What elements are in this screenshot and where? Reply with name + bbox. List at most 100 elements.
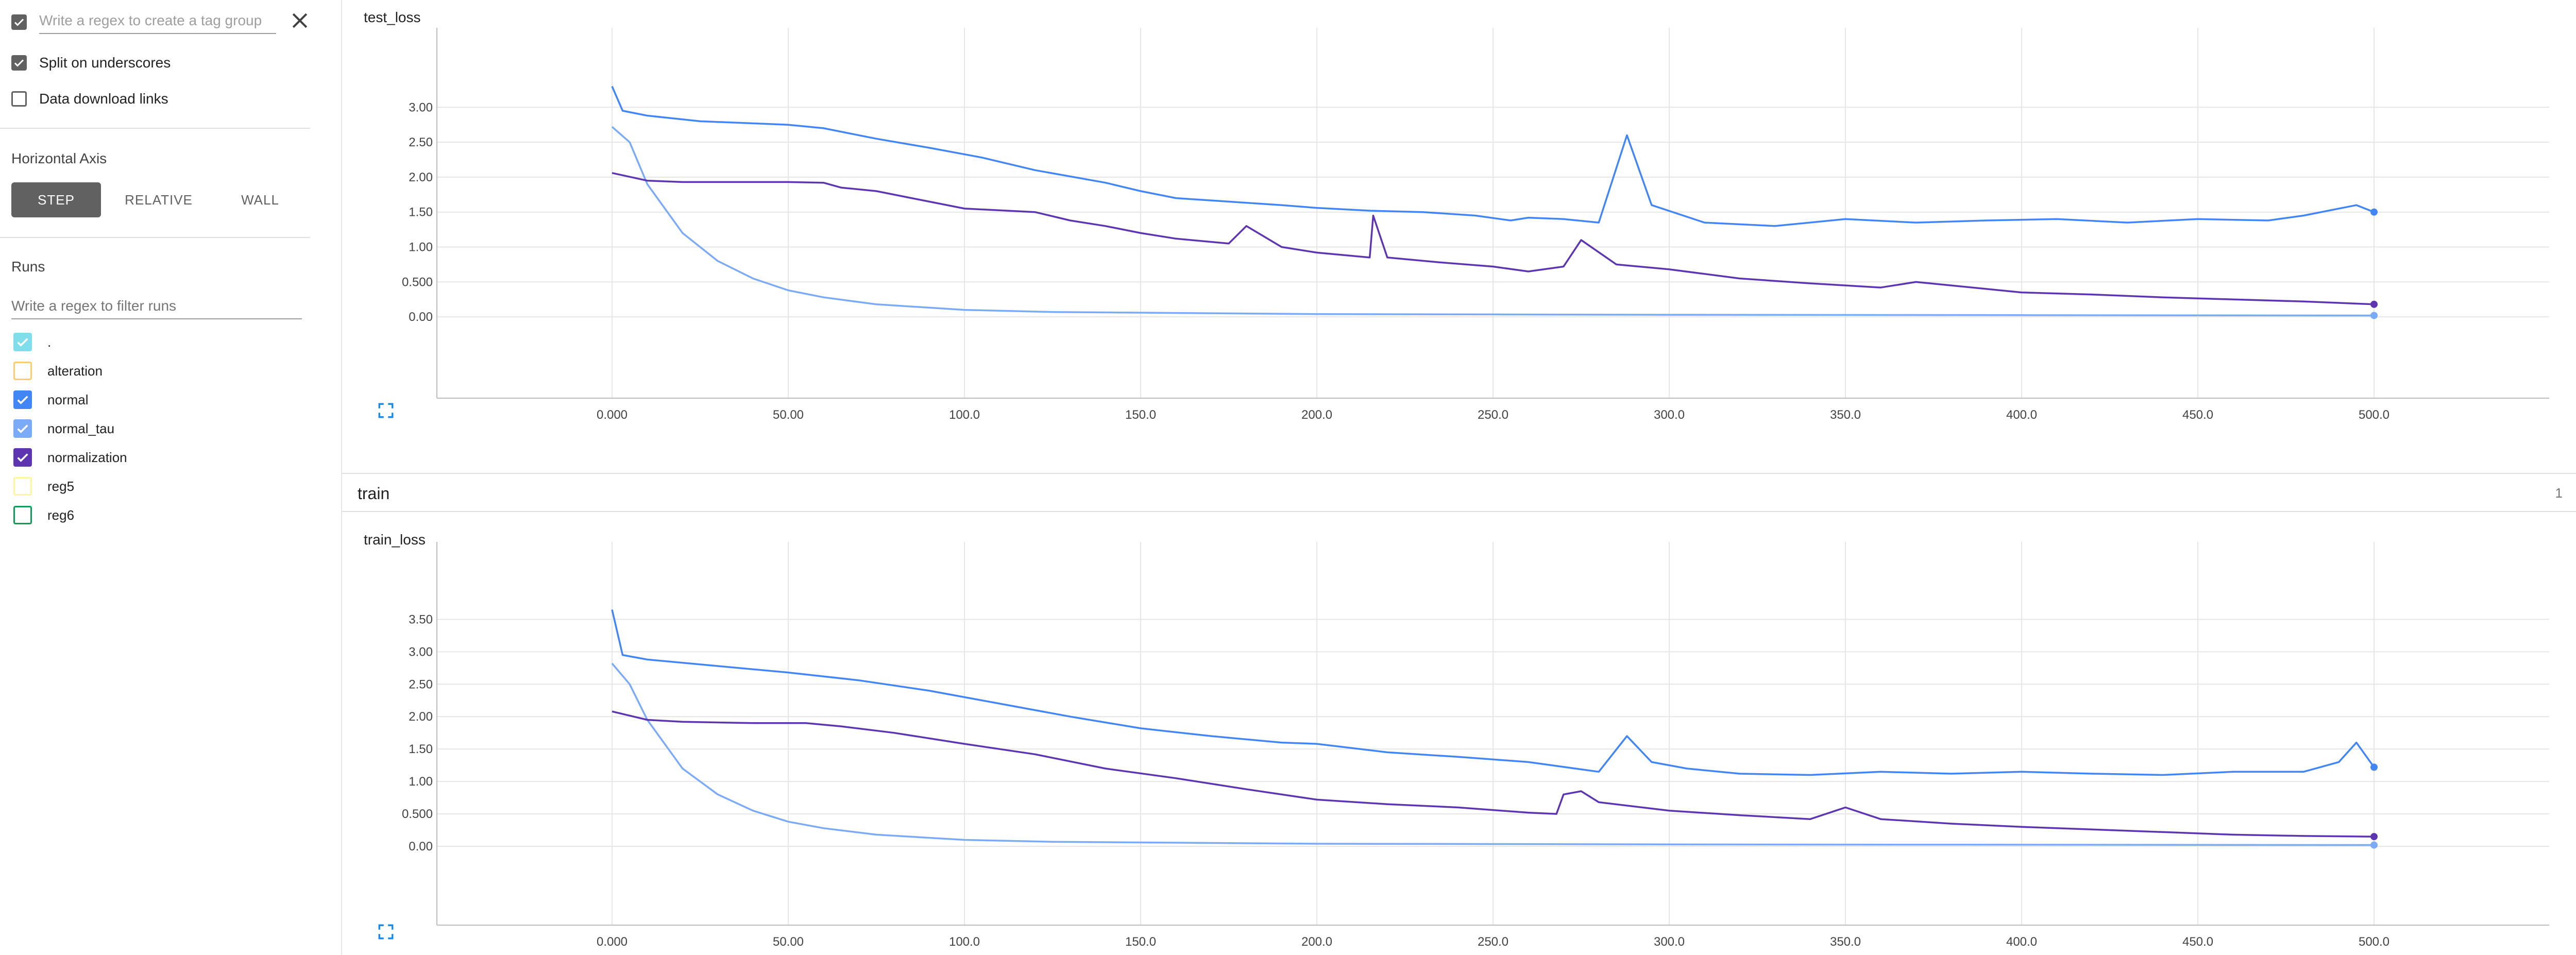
run-label: reg5 [47, 478, 75, 494]
y-tick-label: 3.50 [409, 612, 433, 626]
divider [0, 128, 310, 129]
axis-relative-button[interactable]: RELATIVE [125, 192, 193, 208]
run-item[interactable]: . [13, 333, 51, 351]
run-checkbox[interactable] [13, 506, 32, 524]
check-icon [17, 424, 28, 433]
download-links-checkbox[interactable] [11, 91, 27, 107]
group-header-train[interactable]: train 1 [342, 473, 2576, 512]
run-item[interactable]: normal [13, 390, 88, 409]
divider [0, 237, 310, 238]
x-tick-label: 0.000 [597, 408, 628, 422]
x-tick-label: 250.0 [1478, 408, 1509, 422]
series-line-1 [611, 126, 2375, 317]
x-tick-label: 100.0 [949, 935, 980, 949]
sidebar: Split on underscores Data download links… [0, 0, 342, 955]
y-tick-label: 2.00 [409, 170, 433, 184]
run-item[interactable]: normal_tau [13, 419, 114, 438]
run-checkbox[interactable] [13, 333, 32, 351]
y-tick-label: 0.00 [409, 840, 433, 854]
runs-filter-input[interactable] [11, 296, 302, 319]
expand-icon[interactable] [377, 402, 395, 419]
horizontal-axis-title: Horizontal Axis [11, 150, 107, 166]
split-underscores-checkbox[interactable] [11, 55, 27, 71]
y-tick-label: 3.00 [409, 645, 433, 659]
series-line-0 [611, 609, 2375, 776]
chart-title: train_loss [364, 532, 426, 548]
check-icon [17, 338, 28, 347]
y-tick-label: 0.500 [402, 275, 433, 289]
y-tick-label: 1.00 [409, 775, 433, 789]
run-label: . [47, 334, 52, 350]
group-count: 1 [2555, 485, 2563, 501]
train-loss-chart[interactable]: 0.00 0.500 1.00 1.50 2.00 2.50 3.00 3.50 0.000 50… [342, 542, 2576, 955]
runs-title: Runs [11, 259, 45, 275]
x-tick-label: 250.0 [1478, 935, 1509, 949]
check-icon [17, 453, 28, 462]
y-tick-label: 2.00 [409, 710, 433, 724]
chart-card-train-loss: train_loss 0.00 0.500 1.00 1.50 2.00 2.50 3.00… [342, 515, 2576, 955]
series-endpoint-1 [2370, 312, 2378, 319]
series-endpoint-1 [2370, 841, 2378, 849]
x-tick-label: 100.0 [949, 408, 980, 422]
run-checkbox[interactable] [13, 448, 32, 467]
run-item[interactable]: normalization [13, 448, 127, 467]
check-icon [17, 396, 28, 404]
main-content: test_loss 0.00 0.500 1.00 1.50 2.00 2.50 3.00 0… [342, 0, 2576, 955]
axis-wall-button[interactable]: WALL [241, 192, 279, 208]
x-tick-label: 200.0 [1301, 408, 1332, 422]
split-underscores-label: Split on underscores [39, 55, 171, 71]
run-checkbox[interactable] [13, 477, 32, 496]
run-label: alteration [47, 363, 103, 379]
x-tick-label: 450.0 [2182, 935, 2213, 949]
x-tick-label: 500.0 [2359, 408, 2389, 422]
x-tick-label: 300.0 [1654, 935, 1685, 949]
y-tick-label: 3.00 [409, 100, 433, 114]
y-tick-label: 0.00 [409, 310, 433, 324]
x-tick-label: 50.00 [773, 935, 804, 949]
series-endpoint-0 [2370, 208, 2378, 216]
split-underscores-row[interactable]: Split on underscores [11, 55, 171, 71]
y-tick-label: 1.50 [409, 206, 433, 219]
y-tick-label: 1.50 [409, 742, 433, 756]
tag-group-checkbox[interactable] [11, 14, 27, 30]
series-line-2 [612, 710, 2375, 838]
y-tick-label: 2.50 [409, 677, 433, 691]
x-tick-label: 150.0 [1125, 935, 1156, 949]
series-endpoint-2 [2370, 300, 2378, 308]
axis-step-button[interactable]: STEP [11, 182, 101, 217]
series-endpoint-2 [2370, 833, 2378, 841]
run-checkbox[interactable] [13, 390, 32, 409]
y-tick-label: 0.500 [402, 807, 433, 821]
run-label: normal [47, 391, 89, 407]
x-tick-label: 500.0 [2359, 935, 2389, 949]
y-tick-label: 1.00 [409, 241, 433, 254]
series-endpoint-0 [2370, 763, 2378, 771]
download-links-label: Data download links [39, 91, 168, 107]
run-checkbox[interactable] [13, 419, 32, 438]
check-icon [14, 19, 24, 26]
tag-group-input[interactable] [39, 10, 276, 34]
series-line-2 [612, 172, 2375, 305]
y-tick-label: 2.50 [409, 135, 433, 149]
run-item[interactable]: reg5 [13, 477, 74, 496]
tag-group-row [11, 10, 276, 34]
expand-icon[interactable] [377, 923, 395, 941]
x-tick-label: 350.0 [1830, 935, 1861, 949]
series-line-1 [611, 662, 2375, 846]
series-line-0 [611, 86, 2375, 227]
x-tick-label: 350.0 [1830, 408, 1861, 422]
x-tick-label: 400.0 [2006, 408, 2037, 422]
download-links-row[interactable]: Data download links [11, 91, 168, 107]
close-icon[interactable] [289, 9, 311, 32]
x-tick-label: 150.0 [1125, 408, 1156, 422]
check-icon [14, 59, 24, 67]
test-loss-chart[interactable]: 0.00 0.500 1.00 1.50 2.00 2.50 3.00 0.000 50.00 1… [342, 26, 2576, 448]
x-tick-label: 0.000 [597, 935, 628, 949]
run-label: reg6 [47, 507, 75, 523]
run-item[interactable]: reg6 [13, 506, 74, 524]
run-item[interactable]: alteration [13, 362, 103, 380]
run-checkbox[interactable] [13, 362, 32, 380]
x-tick-label: 400.0 [2006, 935, 2037, 949]
chart-title: test_loss [364, 9, 421, 25]
x-tick-label: 50.00 [773, 408, 804, 422]
